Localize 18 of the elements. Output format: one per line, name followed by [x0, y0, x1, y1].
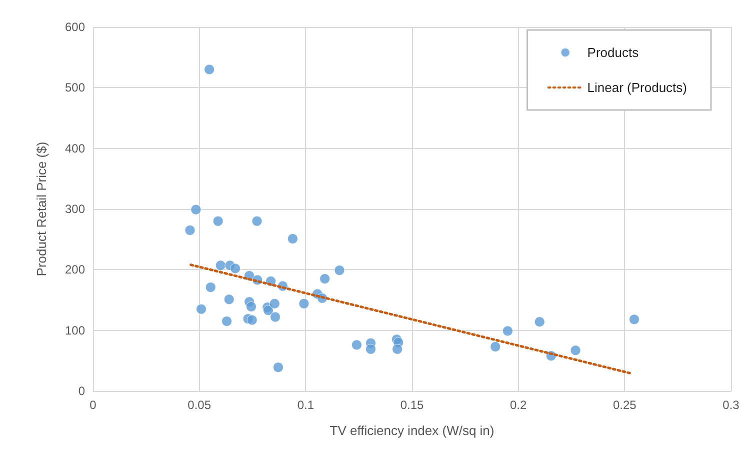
y-tick-label: 100 — [64, 323, 86, 338]
y-tick-label: 200 — [64, 262, 86, 277]
y-tick-label: 500 — [64, 80, 86, 95]
x-tick-label: 0.3 — [722, 398, 740, 412]
legend-label: Linear (Products) — [587, 80, 688, 95]
y-tick-label: 400 — [64, 141, 86, 156]
y-tick-label: 600 — [64, 20, 86, 34]
x-axis-title: TV efficiency index (W/sq in) — [330, 423, 494, 438]
x-tick-label: 0.1 — [297, 398, 314, 412]
y-axis-title: Product Retail Price ($) — [34, 142, 49, 276]
legend-label: Products — [587, 45, 640, 60]
y-tick-label: 300 — [64, 202, 86, 216]
y-tick-label: 0 — [78, 384, 86, 398]
x-tick-label: 0.25 — [612, 398, 637, 412]
x-tick-label: 0 — [90, 398, 97, 412]
x-tick-label: 0.05 — [188, 398, 212, 412]
x-tick-label: 0.15 — [400, 398, 424, 412]
x-tick-label: 0.2 — [510, 398, 527, 412]
